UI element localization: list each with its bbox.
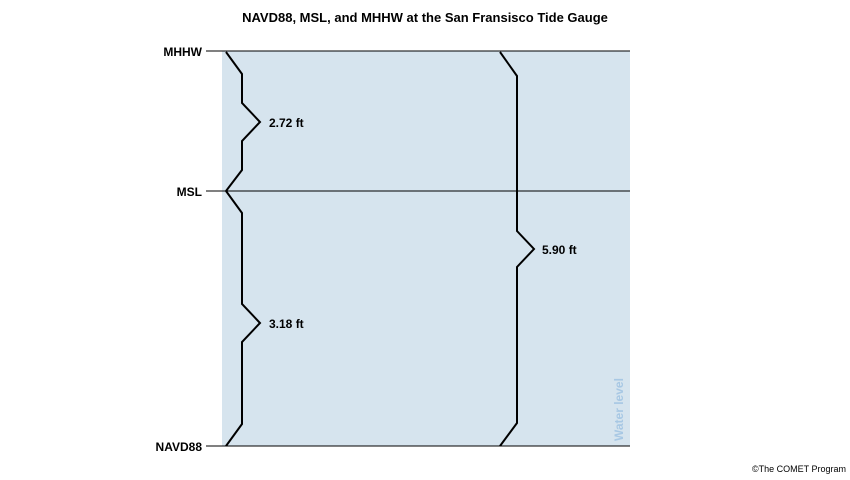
measure-mhhw-navd88: 5.90 ft xyxy=(542,243,577,257)
brace-mhhw-navd88 xyxy=(499,51,536,447)
water-area xyxy=(222,51,630,446)
water-level-label: Water level xyxy=(612,378,626,441)
navd88-label: NAVD88 xyxy=(156,440,203,454)
measure-msl-navd88: 3.18 ft xyxy=(269,317,304,331)
mhhw-label: MHHW xyxy=(163,45,202,59)
brace-mhhw-msl xyxy=(225,51,262,192)
credit-text: ©The COMET Program xyxy=(752,464,846,474)
msl-label: MSL xyxy=(177,185,202,199)
brace-msl-navd88 xyxy=(225,190,262,447)
measure-mhhw-msl: 2.72 ft xyxy=(269,116,304,130)
diagram-title: NAVD88, MSL, and MHHW at the San Fransis… xyxy=(242,10,608,25)
